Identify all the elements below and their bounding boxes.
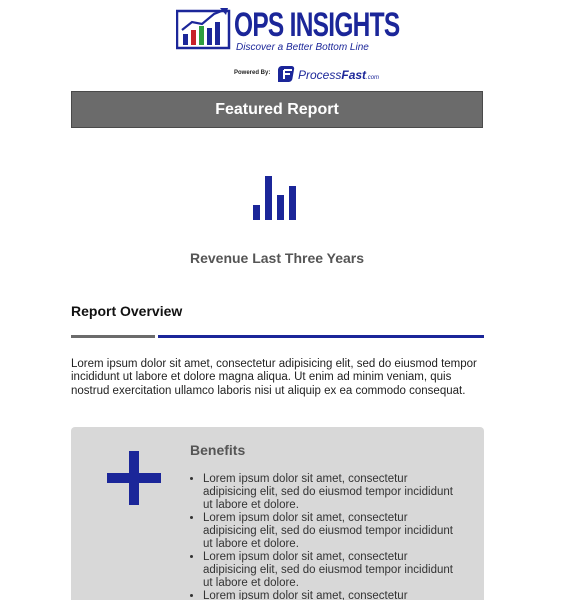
logo-title: OPS INSIGHTS [234, 6, 400, 44]
report-title: Revenue Last Three Years [189, 250, 365, 266]
report-overview-text: Lorem ipsum dolor sit amet, consectetur … [71, 358, 477, 397]
ops-insights-logo[interactable]: OPS INSIGHTS Discover a Better Bottom Li… [176, 8, 400, 56]
processfast-logo-icon [278, 66, 295, 82]
powered-by[interactable]: Powered By: ProcessFast.com [234, 64, 384, 86]
benefit-item: Lorem ipsum dolor sit amet, consectetur … [203, 473, 463, 512]
processfast-name: ProcessFast.com [298, 68, 379, 85]
benefits-box: Benefits Lorem ipsum dolor sit amet, con… [71, 427, 484, 600]
powered-by-label: Powered By: [234, 70, 271, 76]
benefit-item: Lorem ipsum dolor sit amet, consectetur … [203, 512, 463, 551]
plus-icon [107, 451, 161, 505]
processfast-name-part2: Fast [341, 68, 367, 82]
logo-chart-icon [176, 8, 231, 50]
bar-chart-icon [253, 176, 296, 220]
featured-report-banner: Featured Report [71, 91, 483, 128]
processfast-domain: .com [366, 75, 380, 81]
benefits-list: Lorem ipsum dolor sit amet, consectetur … [190, 473, 463, 600]
benefit-item: Lorem ipsum dolor sit amet, consectetur … [203, 551, 463, 590]
report-overview-heading: Report Overview [71, 303, 183, 319]
logo-tagline: Discover a Better Bottom Line [236, 42, 369, 53]
benefits-title: Benefits [190, 442, 246, 458]
benefit-item: Lorem ipsum dolor sit amet, consectetur … [203, 590, 463, 600]
heading-divider-gray [71, 335, 155, 338]
heading-divider-blue [158, 335, 484, 338]
processfast-name-part1: Process [298, 68, 342, 82]
